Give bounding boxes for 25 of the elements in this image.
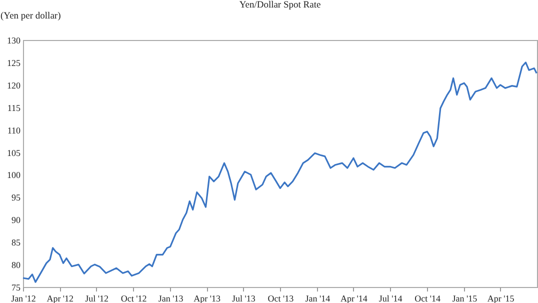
x-tick-label: Oct '14 [414,294,442,303]
x-tick-label: Jul '12 [85,294,108,303]
y-tick-label: 120 [7,80,21,90]
y-tick-label: 100 [7,170,21,180]
y-tick-label: 95 [12,192,21,203]
x-tick-label: Jan '13 [158,294,184,303]
x-tick-label: Oct '13 [268,294,294,303]
x-tick-label: Jan '12 [11,294,36,303]
y-tick-label: 115 [7,102,21,113]
y-tick-label: 80 [12,260,21,270]
x-tick-label: Jul '13 [232,294,256,303]
chart-title: Yen/Dollar Spot Rate [239,0,321,10]
y-tick-label: 85 [12,238,21,248]
y-tick-label: 105 [7,148,21,158]
x-tick-label: Oct '12 [120,294,147,303]
y-tick-label: 125 [7,58,21,68]
y-tick-label: 90 [12,215,21,226]
line-series [22,62,538,283]
y-tick-label: 130 [7,36,21,46]
x-tick-label: Jan '15 [452,294,478,303]
x-tick-label: Jul '14 [378,294,403,303]
y-tick-label: 75 [12,282,21,292]
x-tick-label: Jan '14 [305,294,331,303]
y-tick-label: 110 [7,125,21,136]
y-axis-title: (Yen per dollar) [0,12,61,22]
